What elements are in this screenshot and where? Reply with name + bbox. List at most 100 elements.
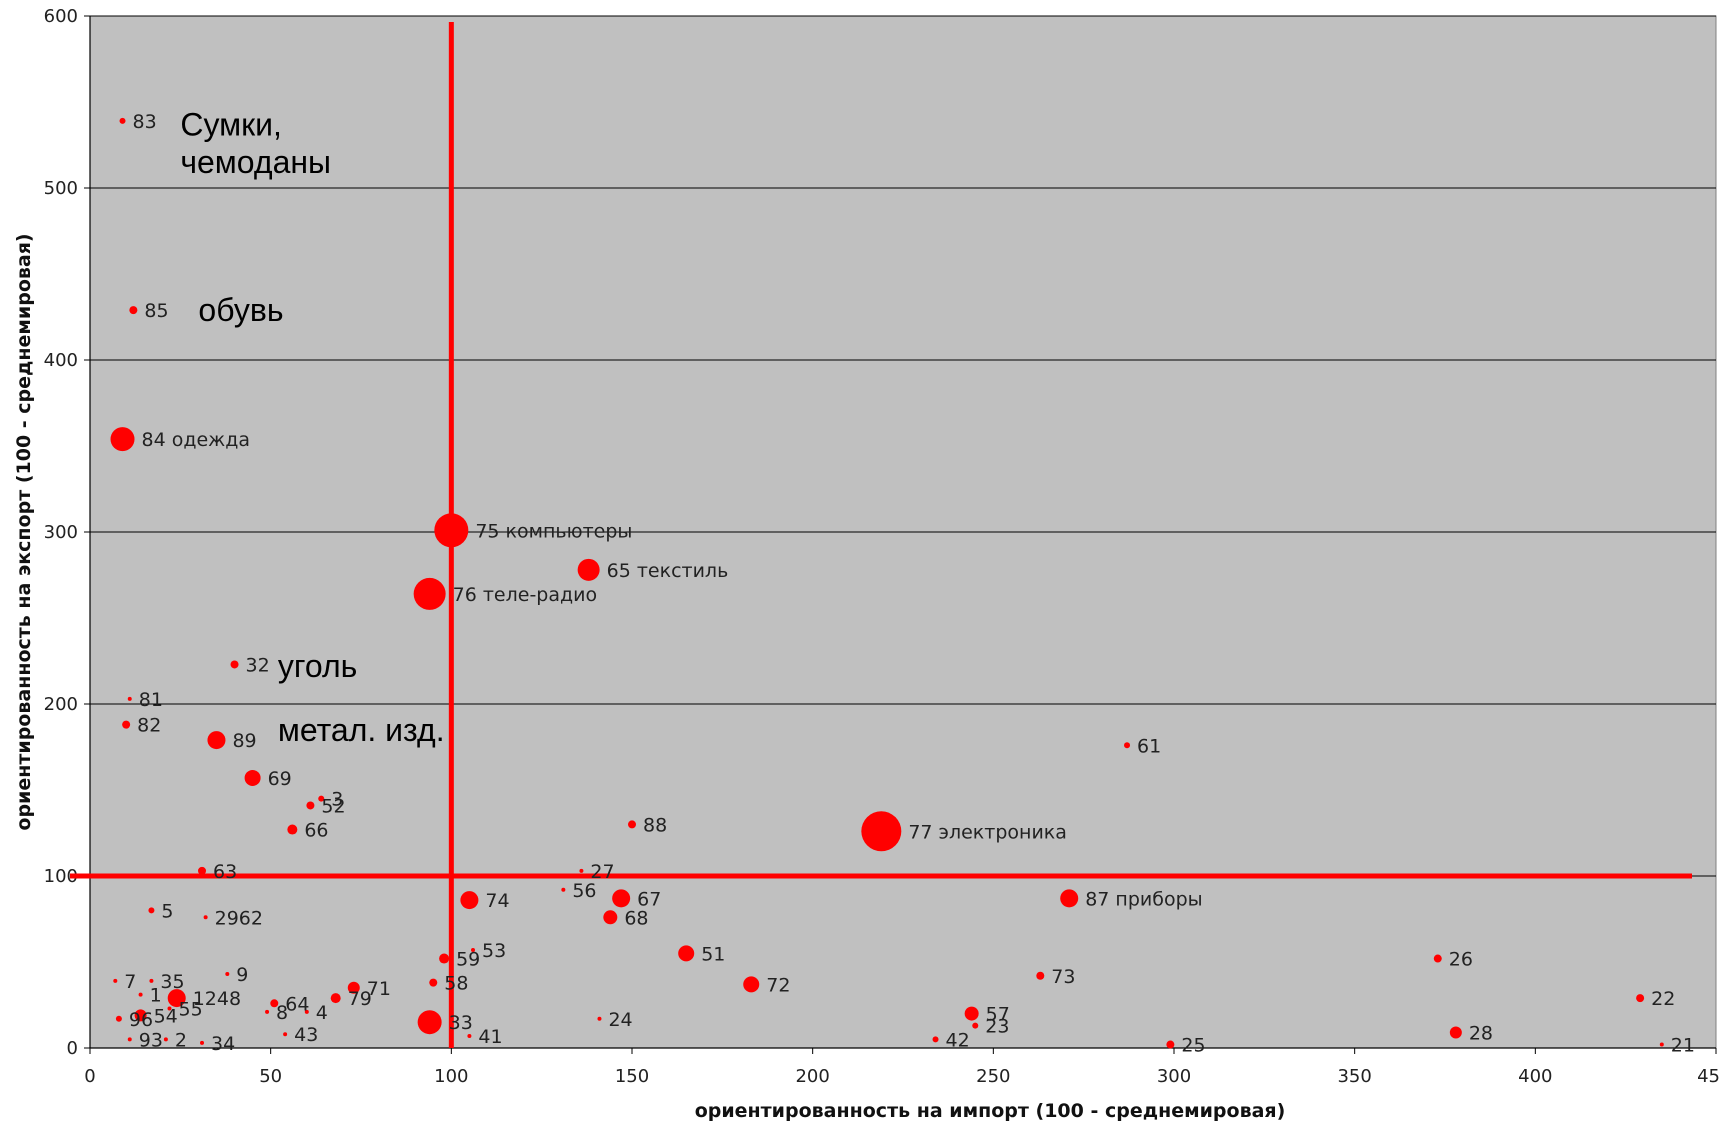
x-tick-label: 0 [84,1066,95,1087]
data-point [230,660,239,669]
annotation-label: обувь [198,292,283,328]
point-label: 84 одежда [142,429,251,451]
data-point [122,720,131,729]
point-label: 76 теле-радио [453,584,597,606]
point-label: 2962 [215,907,263,929]
point-label: 26 [1449,949,1473,971]
point-label: 2 [175,1029,187,1051]
x-axis-ticks: 0 50 100 150 200 250 300 350 400 45 [84,1048,1720,1087]
point-label: 51 [701,943,725,965]
data-point [148,907,155,914]
point-label: 5 [161,900,173,922]
data-point [149,978,154,983]
point-label: 35 [160,971,184,993]
point-label: 9 [236,964,248,986]
point-label: 3 [331,789,343,811]
point-label: 66 [304,820,328,842]
annotations: Сумки,чемоданы обувь уголь метал. изд. [180,106,444,747]
data-point [1659,1042,1664,1047]
data-point [861,811,902,852]
data-point [115,1015,122,1022]
point-label: 23 [985,1016,1009,1038]
y-tick-label: 500 [44,178,78,199]
point-label: 28 [1469,1023,1493,1045]
data-point [207,731,226,750]
data-point [225,972,230,977]
y-tick-label: 0 [67,1038,78,1059]
point-label: 1 [150,985,162,1007]
data-point [265,1009,270,1014]
point-label: 71 [367,978,391,1000]
point-label: 63 [213,861,237,883]
data-point [932,1036,939,1043]
data-point [347,981,360,994]
data-point [460,891,479,910]
data-point [439,953,450,964]
point-label: 43 [294,1024,318,1046]
point-label: 55 [178,998,202,1020]
data-point [1636,994,1645,1003]
point-label: 34 [211,1033,235,1055]
point-label: 25 [1181,1035,1205,1057]
point-label: 24 [608,1009,632,1031]
point-label: 57 [986,1004,1010,1026]
point-label: 22 [1651,988,1675,1010]
data-point [1166,1040,1175,1049]
data-point [330,993,341,1004]
point-label: 85 [144,300,168,322]
data-point [127,696,132,701]
data-point [471,947,476,952]
point-label: 56 [572,880,596,902]
annotation-label: чемоданы [180,144,331,180]
data-point [200,1040,205,1045]
point-label: 83 [133,111,157,133]
data-point [134,1009,147,1022]
data-point [577,558,600,581]
data-point [129,306,138,315]
data-point [579,868,584,873]
data-point [1449,1026,1462,1039]
y-tick-label: 100 [44,866,78,887]
annotation-label: уголь [278,648,357,684]
point-label: 33 [449,1012,473,1034]
point-label: 74 [485,890,509,912]
y-axis-ticks: 0 100 200 300 400 500 600 [44,6,90,1059]
data-point [167,989,186,1008]
data-point [413,577,446,610]
annotation-label: метал. изд. [278,712,445,748]
point-label: 68 [624,907,648,929]
point-label: 93 [139,1029,163,1051]
data-point [561,887,566,892]
data-point [113,978,118,983]
data-point [270,999,279,1008]
data-point [167,1006,172,1011]
x-tick-label: 350 [1337,1066,1371,1087]
data-point [612,889,631,908]
x-tick-label: 200 [795,1066,829,1087]
x-tick-label: 50 [259,1066,282,1087]
data-point [163,1037,168,1042]
x-tick-label: 45 [1697,1066,1720,1087]
point-label: 58 [444,973,468,995]
point-label: 64 [285,993,309,1015]
data-point [429,978,438,987]
point-label: 53 [482,940,506,962]
x-tick-label: 250 [976,1066,1010,1087]
point-label: 41 [478,1026,502,1048]
y-tick-label: 600 [44,6,78,27]
point-label: 1248 [193,988,241,1010]
annotation-label: Сумки, [180,106,282,142]
point-label: 42 [946,1029,970,1051]
point-label: 7 [124,971,136,993]
data-point [127,1037,132,1042]
point-label: 88 [643,814,667,836]
data-point [283,1032,288,1037]
data-point [110,427,135,452]
data-point [417,1010,442,1035]
data-point [1124,742,1131,749]
data-point [597,1016,602,1021]
data-point [1036,971,1045,980]
data-point [306,801,315,810]
data-point [972,1022,979,1029]
